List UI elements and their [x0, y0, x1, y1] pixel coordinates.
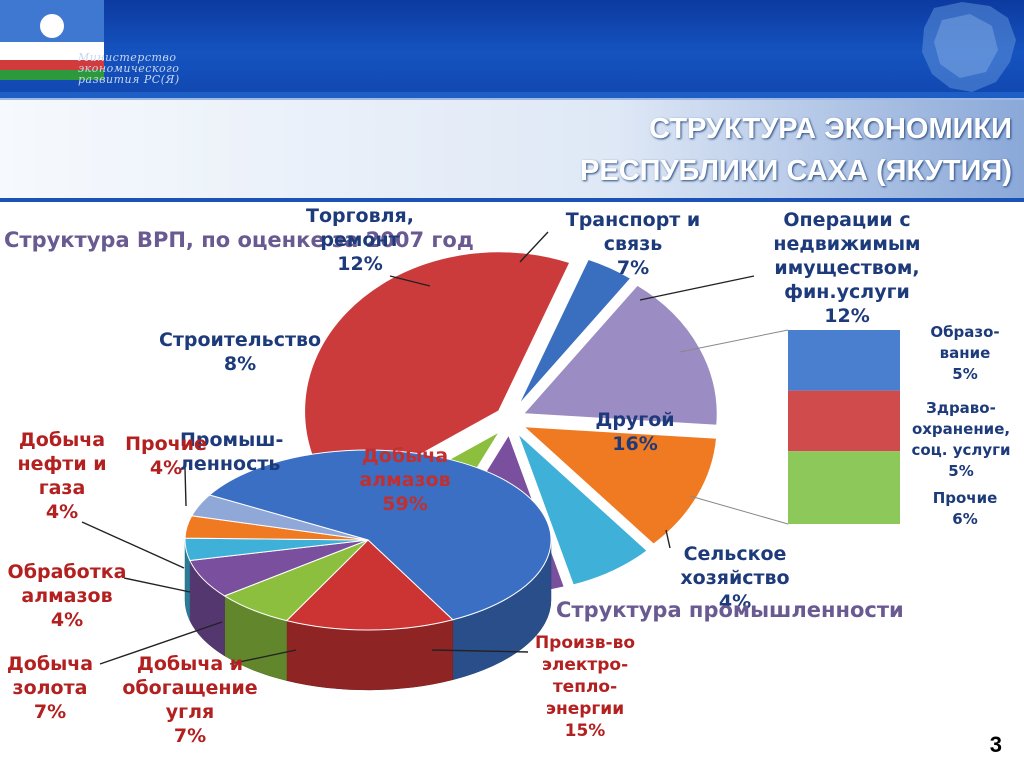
industry-slice-добыча-нефти-и-газа — [190, 494, 369, 541]
bar-label-health: Здраво- охранение, соц. услуги 5% — [911, 399, 1011, 480]
grp-slice-операции-с-недвижимым-имуществом-фин-услуги — [519, 424, 719, 546]
industry-slice-добыча-алмазов — [208, 449, 552, 621]
chart-title: Структура ВРП, по оценке за 2007 год — [4, 228, 474, 252]
grp-slice-транспорт-и-связь — [515, 431, 650, 587]
bar-label-education: Образо- вание 5% — [930, 323, 1000, 383]
page-number: 3 — [989, 732, 1002, 757]
leader-line — [229, 649, 297, 665]
logo-line: развития РС(Я) — [78, 73, 180, 86]
header-stripe — [0, 92, 1024, 100]
data-label-other: Другой 16% — [595, 409, 675, 455]
title-line: СТРУКТУРА ЭКОНОМИКИ — [649, 113, 1012, 145]
data-label-industry: Промыш- ленность — [180, 429, 284, 475]
data-label-energy: Произв-во электро- тепло- энергии 15% — [534, 633, 636, 741]
slide-title: СТРУКТУРА ЭКОНОМИКИ РЕСПУБЛИКИ САХА (ЯКУ… — [580, 108, 1012, 192]
leader-line — [81, 521, 185, 569]
logo-line: экономического — [78, 62, 180, 75]
ministry-logo: Министерство экономического развития РС(… — [78, 52, 218, 85]
leader-line — [389, 275, 431, 287]
leader-line — [519, 231, 549, 263]
data-label-realestate: Операции с недвижимым имуществом, фин.ус… — [773, 209, 921, 327]
leader-line — [431, 649, 529, 653]
data-label-oilgas: Добыча нефти и газа 4% — [17, 429, 107, 523]
data-label-transport: Транспорт и связь 7% — [565, 209, 701, 279]
bar-label-other: Прочие 6% — [932, 489, 998, 528]
title-underline — [0, 198, 1024, 202]
leader-line — [123, 577, 191, 593]
stack-segment — [788, 451, 900, 524]
data-label-construction: Строительство 8% — [158, 329, 322, 375]
leader-line — [665, 529, 671, 549]
connector-line — [679, 329, 789, 353]
stack-segment — [788, 390, 900, 452]
data-label-agriculture: Сельское хозяйство 4% — [680, 543, 790, 613]
flag-icon — [0, 0, 104, 80]
connector-line — [689, 495, 789, 525]
logo-line: Министерство — [78, 51, 177, 64]
grp-slice-другой — [520, 283, 719, 427]
data-label-diamonds: Добыча алмазов 59% — [359, 445, 451, 515]
data-label-trade: Торговля, ремонт 12% — [306, 205, 414, 275]
data-label-gold: Добыча золота 7% — [6, 653, 94, 723]
header-bar — [0, 0, 1024, 96]
grp-slice-сельское-хозяйство — [515, 257, 633, 409]
title-line: РЕСПУБЛИКИ САХА (ЯКУТИЯ) — [580, 155, 1012, 187]
title-band — [0, 100, 1024, 200]
stack-segment — [788, 330, 900, 391]
leader-line — [639, 275, 755, 301]
chart-title: Структура промышленности — [556, 598, 904, 622]
grp-slice-промышленность — [303, 250, 572, 502]
region-map-icon — [922, 2, 1016, 92]
data-label-coal: Добыча и обогащение угля 7% — [122, 653, 258, 747]
leader-line — [99, 621, 223, 665]
data-label-processing: Обработка алмазов 4% — [7, 561, 127, 631]
data-label-other-industry: Прочие 4% — [125, 433, 207, 479]
leader-line — [184, 467, 187, 507]
industry-slice-произв-во-электро-теплоэнергии — [285, 539, 454, 631]
